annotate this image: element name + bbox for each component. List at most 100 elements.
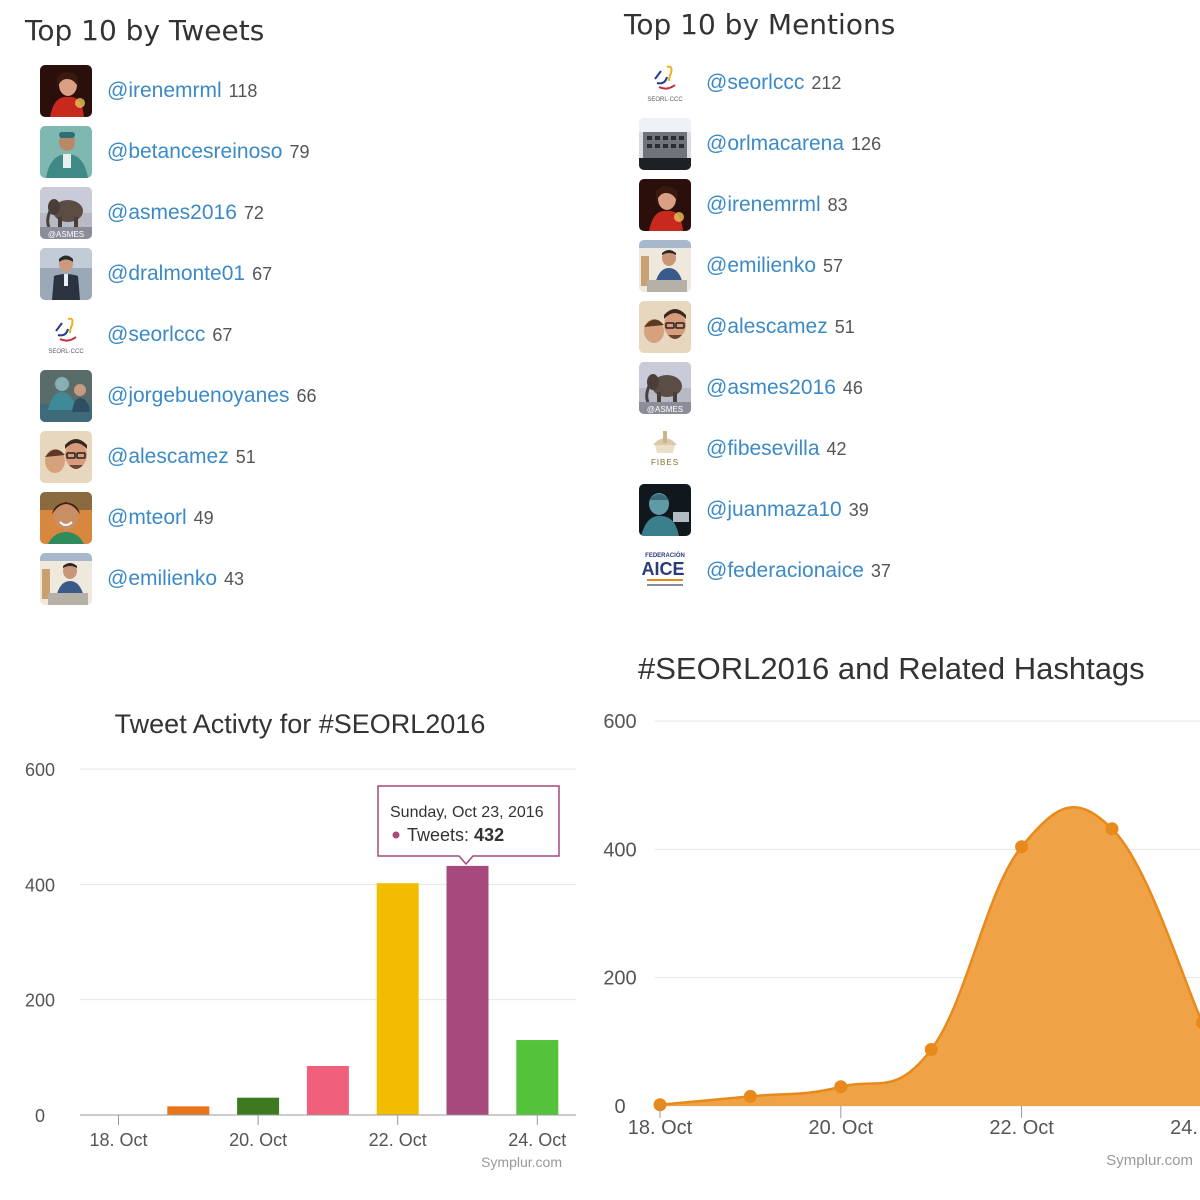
bar[interactable] [376, 883, 419, 1115]
top-mentions-title: Top 10 by Mentions [624, 8, 896, 41]
user-handle-link[interactable]: @dralmonte01 [107, 262, 246, 285]
user-handle-link[interactable]: @mteorl [107, 506, 187, 529]
chart-credit[interactable]: Symplur.com [481, 1154, 562, 1170]
user-count: 67 [212, 324, 233, 345]
tweet-activity-chart-panel: Tweet Activty for #SEORL2016 0 200 400 600 … [0, 620, 600, 1200]
user-row: SEORL·CCC @seorlccc 67 [40, 309, 232, 361]
user-row: SEORL·CCC @seorlccc 212 [639, 57, 841, 109]
user-count: 43 [224, 568, 245, 589]
user-count: 49 [193, 507, 214, 528]
user-row: @juanmaza10 39 [639, 484, 869, 536]
data-point[interactable] [834, 1080, 848, 1094]
hashtag-area-chart: #SEORL2016 and Related Hashtags 0 200 400 6… [603, 651, 1200, 1169]
user-handle-link[interactable]: @alescamez [107, 445, 229, 468]
top-tweets-title: Top 10 by Tweets [25, 14, 265, 47]
user-count: 51 [834, 316, 855, 337]
svg-text:FIBES: FIBES [651, 458, 679, 467]
user-row: @alescamez 51 [40, 431, 256, 483]
user-handle-link[interactable]: @orlmacarena [706, 132, 845, 155]
user-count: 212 [811, 72, 842, 93]
user-handle-link[interactable]: @emilienko [706, 254, 817, 277]
data-point[interactable] [653, 1098, 667, 1112]
data-point[interactable] [1105, 822, 1119, 836]
chart-credit[interactable]: Symplur.com [1106, 1152, 1193, 1169]
data-point[interactable] [1195, 1016, 1200, 1029]
x-tick-label: 20. Oct [809, 1117, 874, 1139]
avatar[interactable] [40, 370, 92, 422]
user-handle-link[interactable]: @emilienko [107, 567, 218, 590]
avatar[interactable] [40, 65, 92, 117]
data-point[interactable] [924, 1043, 938, 1057]
user-count: 118 [228, 80, 258, 101]
user-handle-link[interactable]: @alescamez [706, 315, 828, 338]
y-tick-label: 600 [25, 760, 55, 780]
avatar[interactable]: SEORL·CCC [40, 309, 92, 361]
avatar[interactable]: @ASMES [40, 187, 92, 239]
x-tick-label: 22. Oct [989, 1117, 1054, 1139]
avatar[interactable] [40, 248, 92, 300]
tooltip-colon: : [464, 825, 474, 845]
user-count: 83 [827, 194, 848, 215]
x-axis-tick-labels: 18. Oct 20. Oct 22. Oct 24. Oct [628, 1106, 1200, 1139]
avatar[interactable] [639, 179, 691, 231]
user-row: @alescamez 51 [639, 301, 855, 353]
user-row: @emilienko 57 [639, 240, 843, 292]
user-row: @ASMES @asmes2016 72 [40, 187, 264, 239]
avatar[interactable] [639, 484, 691, 536]
svg-text:SEORL·CCC: SEORL·CCC [647, 97, 683, 103]
user-handle-link[interactable]: @betancesreinoso [107, 140, 283, 163]
y-tick-label: 200 [603, 968, 636, 990]
user-handle-link[interactable]: @asmes2016 [107, 201, 237, 224]
avatar[interactable]: @ASMES [639, 362, 691, 414]
avatar[interactable]: SEORL·CCC [639, 57, 691, 109]
user-handle-link[interactable]: @fibesevilla [706, 437, 820, 460]
x-tick-label: 18. Oct [628, 1117, 693, 1139]
svg-text:@ASMES: @ASMES [48, 230, 84, 239]
user-row: @mteorl 49 [40, 492, 214, 544]
user-handle-link[interactable]: @seorlccc [107, 323, 206, 346]
chart-title: Tweet Activty for #SEORL2016 [115, 709, 486, 739]
user-handle-link[interactable]: @irenemrml [107, 79, 222, 102]
user-row: FEDERACIÓN AICE @federacionaice 37 [639, 545, 891, 597]
user-handle-link[interactable]: @federacionaice [706, 559, 864, 582]
avatar[interactable]: FIBES [639, 423, 691, 475]
chart-title: #SEORL2016 and Related Hashtags [638, 651, 1145, 686]
user-count: 67 [252, 263, 273, 284]
user-row: @dralmonte01 67 [40, 248, 272, 300]
tooltip-line: Tweets: 432 [407, 825, 504, 845]
user-row: @jorgebuenoyanes 66 [40, 370, 316, 422]
avatar[interactable] [40, 431, 92, 483]
avatar[interactable] [40, 492, 92, 544]
x-tick-label: 24. Oct [508, 1130, 566, 1150]
avatar[interactable] [40, 126, 92, 178]
y-axis-tick-labels: 0 200 400 600 [603, 711, 636, 1118]
user-handle-link[interactable]: @irenemrml [706, 193, 821, 216]
avatar[interactable] [639, 301, 691, 353]
tooltip-date: Sunday, Oct 23, 2016 [390, 804, 544, 821]
user-handle-link[interactable]: @asmes2016 [706, 376, 836, 399]
x-axis-tick-labels: 18. Oct 20. Oct 22. Oct 24. Oct [89, 1115, 566, 1150]
data-point[interactable] [1015, 840, 1029, 854]
bar[interactable] [167, 1106, 210, 1115]
user-handle-link[interactable]: @jorgebuenoyanes [107, 384, 290, 407]
bar-series [167, 865, 559, 1115]
bar[interactable] [516, 1040, 559, 1115]
bar[interactable] [306, 1065, 349, 1115]
user-count: 39 [848, 499, 869, 520]
user-count: 51 [235, 446, 256, 467]
avatar[interactable]: FEDERACIÓN AICE [639, 545, 691, 597]
user-handle-link[interactable]: @seorlccc [706, 71, 805, 94]
avatar[interactable] [639, 118, 691, 170]
avatar[interactable] [639, 240, 691, 292]
bar[interactable] [446, 865, 489, 1115]
y-tick-label: 0 [614, 1096, 625, 1118]
bar[interactable] [237, 1097, 280, 1115]
user-row: @betancesreinoso 79 [40, 126, 309, 178]
avatar[interactable] [40, 553, 92, 605]
tooltip-box [377, 785, 560, 866]
data-point[interactable] [743, 1089, 757, 1103]
user-count: 72 [243, 202, 264, 223]
user-handle-link[interactable]: @juanmaza10 [706, 498, 842, 521]
y-tick-label: 200 [25, 991, 55, 1011]
area-series-fill [660, 807, 1200, 1106]
